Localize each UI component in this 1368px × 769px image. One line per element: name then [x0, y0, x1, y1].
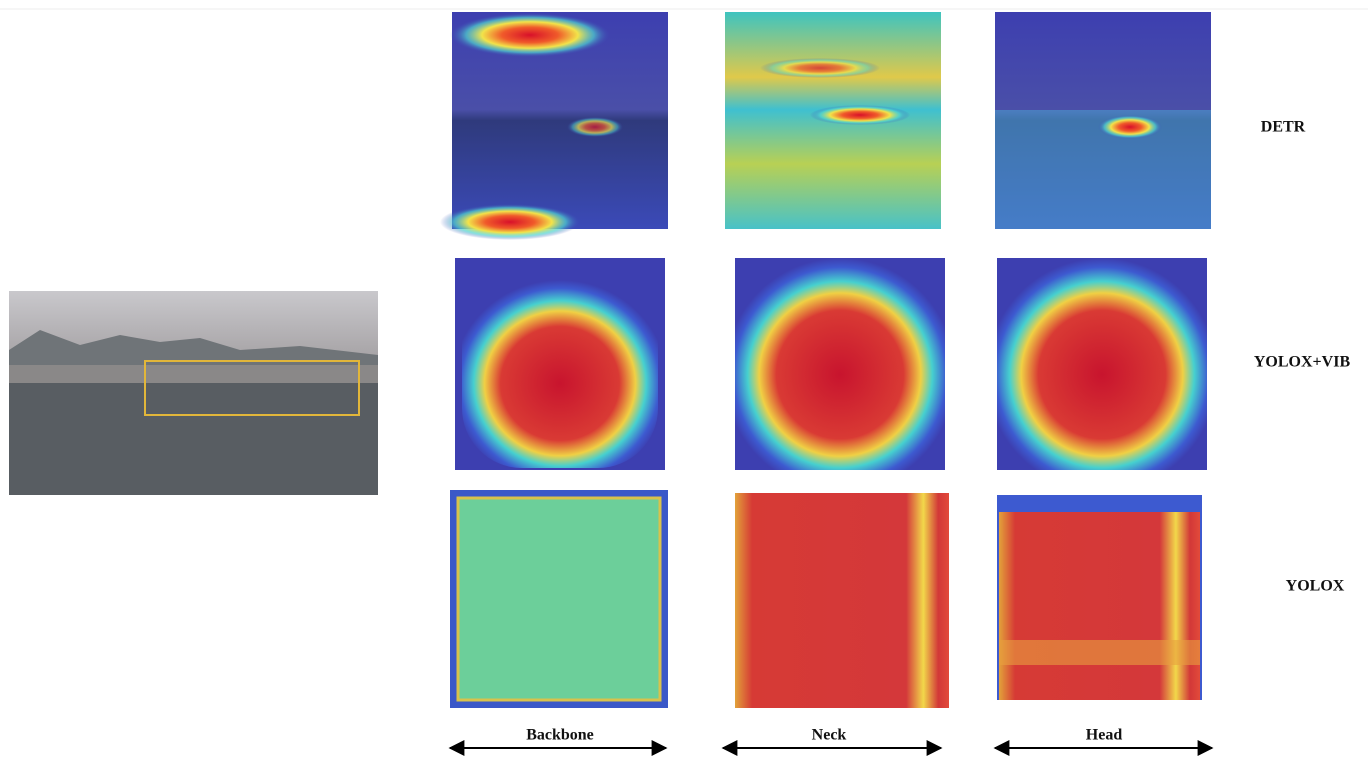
heatmap-row-yolox [450, 490, 1202, 708]
heatmap-row-detr [440, 12, 1211, 240]
column-label: Neck [812, 727, 847, 744]
source-photo [9, 291, 378, 495]
column-label: Backbone [526, 727, 594, 744]
column-label: Head [1086, 727, 1123, 744]
row-label: YOLOX [1286, 578, 1345, 595]
heatmap-row-yolox-vib [455, 258, 1207, 470]
row-label: YOLOX+VIB [1254, 354, 1351, 371]
row-label: DETR [1261, 119, 1306, 136]
figure: DETR YOLOX+VIB YOLOX Backbone Neck Head [0, 0, 1368, 769]
page-body: {"row_labels": ["DETR", "YOLOX+VIB", "YO… [0, 0, 1368, 769]
page: Heatmap figure body { margin: 0; width: … [0, 0, 1368, 769]
